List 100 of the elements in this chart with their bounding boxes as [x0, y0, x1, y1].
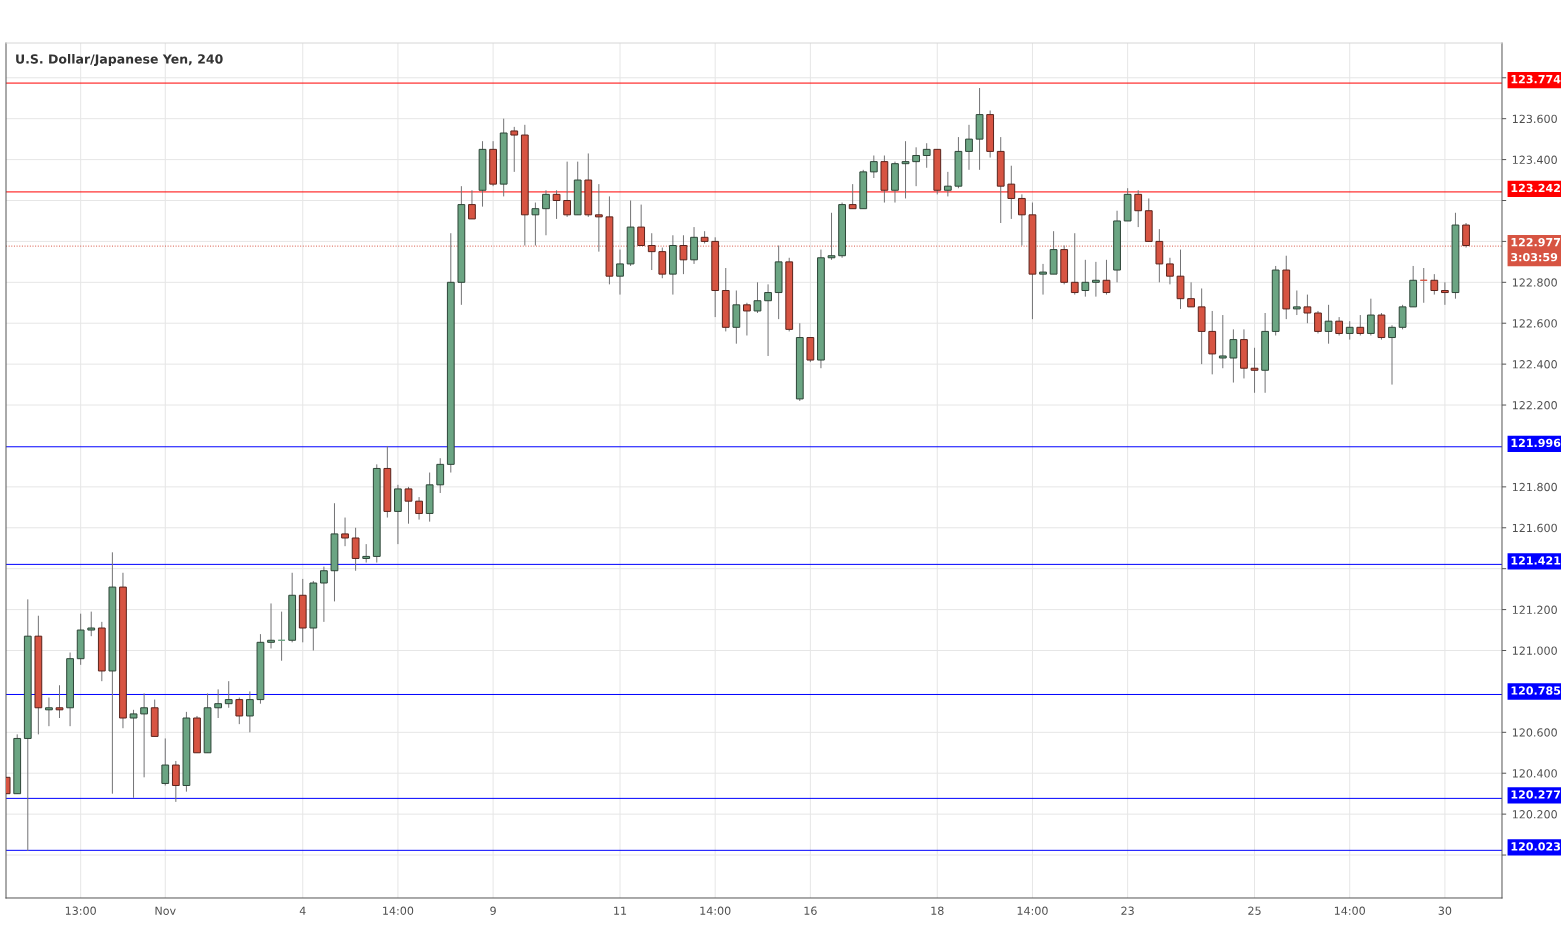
y-tick-label: 120.600 [1512, 728, 1557, 737]
candlestick [912, 146, 921, 187]
candlestick [1176, 249, 1185, 310]
y-tick-label: 120.400 [1512, 769, 1557, 778]
x-tick-label: 16 [804, 906, 817, 915]
candlestick [1345, 320, 1354, 341]
candlestick [55, 684, 64, 719]
candlestick [351, 527, 360, 572]
candlestick [743, 302, 751, 336]
candlestick [436, 457, 445, 494]
x-tick-label: 4 [299, 906, 306, 915]
candlestick [1388, 324, 1396, 386]
candlestick [1166, 257, 1174, 285]
candlestick [848, 183, 857, 210]
candlestick [235, 697, 244, 725]
candlestick [1229, 328, 1238, 384]
candlestick [1292, 290, 1301, 316]
y-tick-label: 123.400 [1512, 155, 1557, 164]
x-tick-label: 25 [1248, 906, 1261, 915]
y-tick-label: 122.800 [1512, 278, 1557, 287]
candlestick [341, 517, 349, 547]
candlestick [171, 760, 180, 803]
candlestick [1335, 316, 1344, 336]
ref-line-label: 121.421 [1511, 556, 1561, 565]
candlestick [1007, 165, 1016, 220]
candlestick [45, 697, 53, 727]
y-tick-label: 121.000 [1512, 646, 1557, 655]
candlestick [563, 161, 572, 218]
ref-line-label: 123.242 [1511, 183, 1560, 193]
y-tick-label: 121.800 [1512, 482, 1557, 492]
y-tick-label: 122.200 [1512, 401, 1557, 410]
ref-line-label: 120.785 [1511, 686, 1561, 695]
y-tick-label: 122.400 [1512, 360, 1557, 369]
x-tick-label: 14:00 [1017, 906, 1048, 915]
x-tick-label: 11 [614, 906, 627, 915]
x-tick-label: 23 [1121, 906, 1134, 915]
candlestick [1356, 314, 1365, 336]
candlestick [753, 281, 762, 314]
candlestick [922, 142, 931, 169]
candlestick [869, 155, 878, 179]
x-tick-label: 14:00 [700, 906, 731, 915]
x-tick-label: Nov [155, 906, 176, 915]
candlestick [214, 688, 223, 719]
candlestick [943, 171, 952, 197]
y-tick-label: 121.600 [1512, 523, 1557, 533]
candlestick [245, 690, 254, 733]
candlestick [690, 226, 698, 265]
candlestick [404, 486, 413, 525]
x-tick-label: 14:00 [1334, 906, 1365, 915]
ref-line-label: 121.996 [1511, 438, 1561, 448]
candlestick [394, 484, 402, 545]
candlestick [965, 124, 973, 171]
candlestick [1303, 294, 1312, 324]
candlestick [542, 189, 550, 236]
candlestick [901, 140, 910, 199]
candlestick [827, 212, 836, 261]
candlestick [1398, 304, 1407, 330]
candlestick [1366, 298, 1375, 336]
candlestick [1324, 304, 1333, 345]
candlestick [806, 337, 815, 363]
candlestick [1430, 273, 1439, 296]
candlestick [1314, 310, 1322, 334]
x-tick-label: 14:00 [383, 906, 414, 915]
candlestick [732, 290, 741, 345]
candlestick [362, 543, 371, 564]
x-tick-label: 18 [931, 906, 944, 915]
candlestick [415, 496, 423, 521]
candlestick [1187, 281, 1195, 308]
ref-line-label: 122.977 3:03:59 [1511, 237, 1561, 262]
candlestick [1208, 310, 1217, 375]
candlestick [552, 189, 561, 220]
candlestick [161, 737, 170, 786]
candlestick [1134, 189, 1143, 228]
candlestick [531, 202, 540, 246]
candlestick [764, 283, 772, 357]
candlestick [468, 189, 476, 220]
candlestick [1102, 259, 1111, 296]
candlestick [510, 126, 519, 173]
text: U.S. Dollar/Japanese Yen, 240 [16, 54, 223, 67]
x-tick-label: 30 [1438, 906, 1452, 915]
candlestick [267, 602, 275, 649]
candlestick [1092, 261, 1100, 298]
candlestick [1377, 312, 1386, 341]
x-tick-label: 9 [490, 906, 496, 915]
candlestick [140, 692, 148, 778]
candlestick [1441, 281, 1449, 306]
candlestick [224, 680, 233, 709]
x-tick-label: 13:00 [65, 906, 96, 915]
y-tick-label: 121.200 [1512, 605, 1557, 614]
candlestick [1081, 259, 1090, 298]
ref-line-label: 120.023 [1511, 842, 1561, 851]
candlestick [616, 249, 624, 296]
candlestick [1039, 263, 1047, 296]
candlestick [129, 709, 138, 799]
ref-line-label: 123.774 [1511, 74, 1561, 84]
y-tick-label: 120.200 [1512, 810, 1557, 819]
y-tick-label: 123.600 [1512, 114, 1557, 124]
candlestick [1218, 314, 1227, 369]
ref-line-label: 120.277 [1511, 790, 1561, 799]
candlestick [87, 611, 96, 637]
